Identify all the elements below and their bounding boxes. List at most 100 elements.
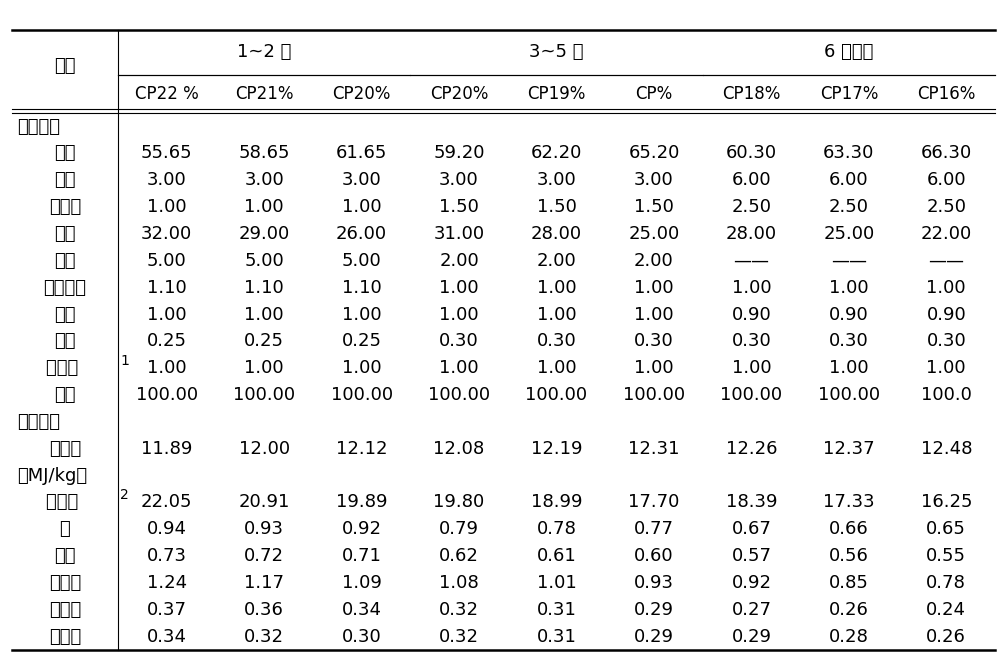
Text: 1.00: 1.00: [926, 279, 966, 297]
Text: 0.55: 0.55: [926, 547, 966, 565]
Text: 鱼粉: 鱼粉: [54, 252, 76, 270]
Text: 60.30: 60.30: [726, 144, 777, 162]
Text: 2.50: 2.50: [731, 198, 771, 216]
Text: 1.00: 1.00: [537, 306, 576, 324]
Text: CP20%: CP20%: [332, 85, 391, 103]
Text: 钙: 钙: [60, 520, 70, 538]
Text: 22.00: 22.00: [921, 225, 972, 243]
Text: 3.00: 3.00: [439, 171, 479, 189]
Text: 6.00: 6.00: [829, 171, 869, 189]
Text: CP20%: CP20%: [430, 85, 488, 103]
Text: 62.20: 62.20: [531, 144, 582, 162]
Text: 粗蛋白: 粗蛋白: [46, 493, 84, 512]
Text: 0.29: 0.29: [634, 628, 674, 645]
Text: 0.32: 0.32: [439, 628, 479, 645]
Text: 17.33: 17.33: [823, 493, 875, 512]
Text: 1.00: 1.00: [634, 306, 674, 324]
Text: 1.00: 1.00: [439, 306, 479, 324]
Text: 55.65: 55.65: [141, 144, 193, 162]
Text: 12.08: 12.08: [433, 440, 485, 457]
Text: 0.57: 0.57: [731, 547, 771, 565]
Text: 预混料: 预混料: [46, 359, 84, 377]
Text: 28.00: 28.00: [531, 225, 582, 243]
Text: 12.19: 12.19: [531, 440, 582, 457]
Text: 0.90: 0.90: [732, 306, 771, 324]
Text: 石粉: 石粉: [54, 306, 76, 324]
Text: ——: ——: [928, 252, 964, 270]
Text: 11.89: 11.89: [141, 440, 192, 457]
Text: 1~2 周: 1~2 周: [237, 43, 291, 62]
Text: 1.00: 1.00: [147, 359, 187, 377]
Text: 12.12: 12.12: [336, 440, 387, 457]
Text: 赖氨酸: 赖氨酸: [49, 574, 81, 592]
Text: 0.93: 0.93: [634, 574, 674, 592]
Text: 0.93: 0.93: [244, 520, 284, 538]
Text: 1.09: 1.09: [342, 574, 382, 592]
Text: 0.62: 0.62: [439, 547, 479, 565]
Text: 29.00: 29.00: [239, 225, 290, 243]
Text: 0.66: 0.66: [829, 520, 869, 538]
Text: 总磷: 总磷: [54, 547, 76, 565]
Text: 20.91: 20.91: [238, 493, 290, 512]
Text: 0.65: 0.65: [926, 520, 966, 538]
Text: （MJ/kg）: （MJ/kg）: [17, 467, 87, 485]
Text: 12.00: 12.00: [239, 440, 290, 457]
Text: 0.32: 0.32: [439, 601, 479, 619]
Text: 项目: 项目: [54, 57, 76, 75]
Text: 100.00: 100.00: [525, 386, 588, 404]
Text: 玉米: 玉米: [54, 144, 76, 162]
Text: 22.05: 22.05: [141, 493, 192, 512]
Text: 25.00: 25.00: [823, 225, 874, 243]
Text: 磷酸氢钙: 磷酸氢钙: [44, 279, 87, 297]
Text: 代谢能: 代谢能: [49, 440, 81, 457]
Text: 1.08: 1.08: [439, 574, 479, 592]
Text: 0.67: 0.67: [731, 520, 771, 538]
Text: 2.00: 2.00: [439, 252, 479, 270]
Text: 1.50: 1.50: [537, 198, 576, 216]
Text: 1.17: 1.17: [244, 574, 284, 592]
Text: ——: ——: [831, 252, 867, 270]
Text: 1.00: 1.00: [634, 359, 674, 377]
Text: 0.31: 0.31: [537, 628, 576, 645]
Text: 26.00: 26.00: [336, 225, 387, 243]
Text: 0.56: 0.56: [829, 547, 869, 565]
Text: 0.79: 0.79: [439, 520, 479, 538]
Text: 0.92: 0.92: [342, 520, 382, 538]
Text: 19.89: 19.89: [336, 493, 387, 512]
Text: 6.00: 6.00: [926, 171, 966, 189]
Text: 66.30: 66.30: [921, 144, 972, 162]
Text: 0.26: 0.26: [829, 601, 869, 619]
Text: CP16%: CP16%: [917, 85, 975, 103]
Text: 0.73: 0.73: [147, 547, 187, 565]
Text: 1.10: 1.10: [244, 279, 284, 297]
Text: 0.61: 0.61: [537, 547, 576, 565]
Text: 1.00: 1.00: [244, 306, 284, 324]
Text: 麸皮: 麸皮: [54, 171, 76, 189]
Text: 0.24: 0.24: [926, 601, 966, 619]
Text: 大豆油: 大豆油: [49, 198, 81, 216]
Text: 合计: 合计: [54, 386, 76, 404]
Text: 63.30: 63.30: [823, 144, 875, 162]
Text: 2.00: 2.00: [634, 252, 674, 270]
Text: 16.25: 16.25: [921, 493, 972, 512]
Text: 0.30: 0.30: [634, 332, 674, 350]
Text: 100.00: 100.00: [428, 386, 490, 404]
Text: 12.26: 12.26: [726, 440, 777, 457]
Text: 12.31: 12.31: [628, 440, 680, 457]
Text: 豆粕: 豆粕: [54, 225, 76, 243]
Text: 食盐: 食盐: [54, 332, 76, 350]
Text: 1.00: 1.00: [634, 279, 674, 297]
Text: 胱氨酸: 胱氨酸: [49, 628, 81, 645]
Text: 1.00: 1.00: [342, 306, 381, 324]
Text: 0.92: 0.92: [731, 574, 771, 592]
Text: 1.00: 1.00: [147, 306, 187, 324]
Text: 1.00: 1.00: [732, 359, 771, 377]
Text: 0.25: 0.25: [147, 332, 187, 350]
Text: 0.30: 0.30: [439, 332, 479, 350]
Text: 1.00: 1.00: [244, 198, 284, 216]
Text: 0.94: 0.94: [147, 520, 187, 538]
Text: 1.50: 1.50: [634, 198, 674, 216]
Text: 1.00: 1.00: [147, 198, 187, 216]
Text: 1.00: 1.00: [829, 279, 869, 297]
Text: 100.00: 100.00: [623, 386, 685, 404]
